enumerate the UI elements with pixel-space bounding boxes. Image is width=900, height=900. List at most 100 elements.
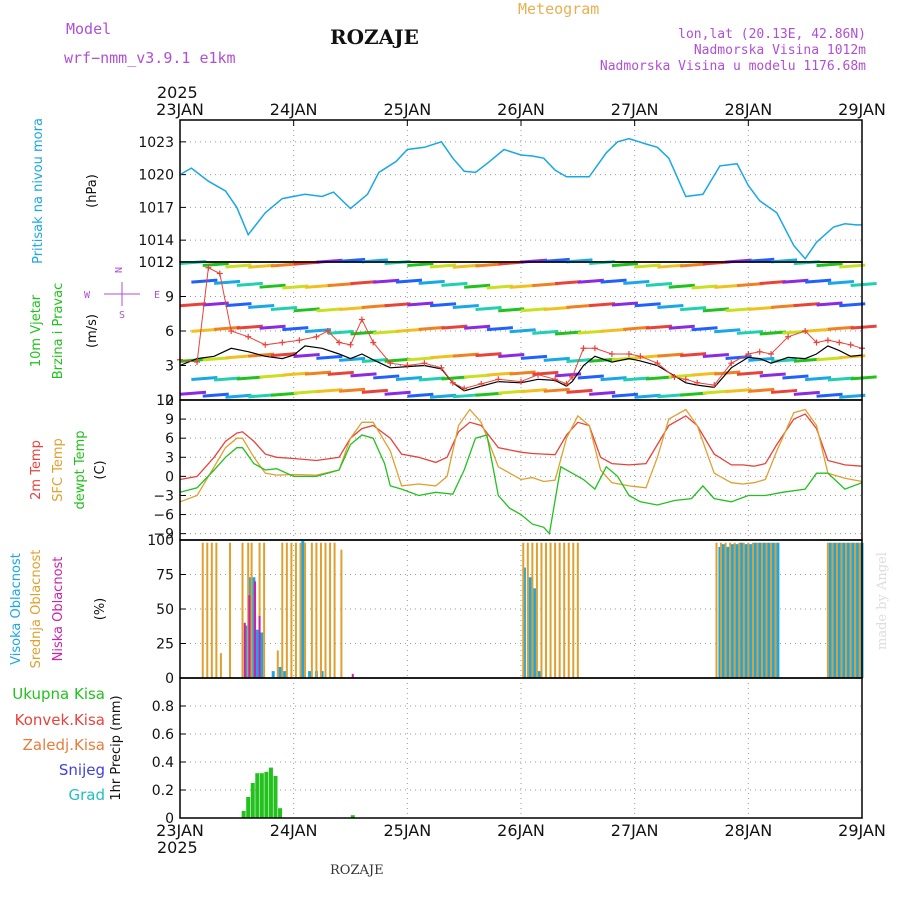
panel-unit: 1hr Precip (mm) [109, 695, 124, 800]
panel-unit: (C) [93, 460, 108, 479]
wind-arrow [407, 356, 434, 362]
series-line-sfc-temp [179, 408, 863, 503]
precip-legend-item: Ukupna Kisa [12, 685, 105, 703]
cloud-bar [210, 542, 213, 678]
cloud-bar [760, 542, 763, 678]
wind-arrow [725, 354, 752, 360]
ytick-label: 3 [165, 450, 174, 466]
wind-arrow [589, 302, 616, 308]
wind-arrow [748, 387, 775, 393]
wind-arrow [179, 302, 207, 308]
wind-arrow [543, 305, 570, 311]
wind-arrow [634, 393, 661, 399]
wind-arrow [407, 301, 434, 307]
ytick-label: 0.6 [152, 727, 174, 743]
wind-arrow [395, 327, 423, 333]
model-label: Model [66, 20, 111, 38]
wind-arrow [339, 257, 366, 263]
wind-arrow [191, 327, 218, 333]
wind-arrow [270, 305, 298, 311]
wind-arrow [839, 393, 866, 399]
wind-arrow [202, 392, 229, 398]
cloud-bar [324, 542, 327, 678]
cloud-bar [531, 542, 534, 678]
ytick-label: 0.8 [152, 699, 174, 715]
cloud-bar [747, 542, 750, 678]
wind-arrow [600, 327, 627, 333]
xtick-label-bottom: 27JAN [611, 821, 659, 840]
cloud-bar [260, 632, 264, 678]
wind-arrow [566, 303, 593, 309]
wind-arrow [589, 357, 616, 363]
cloud-bar [535, 542, 538, 678]
cloud-bar [715, 542, 718, 678]
cloud-bar [846, 542, 850, 678]
wind-arrow [339, 306, 366, 311]
cloud-bar [771, 542, 775, 678]
wind-arrow [486, 371, 514, 377]
cloud-bar [252, 577, 256, 678]
wind-arrow [566, 388, 593, 394]
wind-arrow [282, 371, 309, 377]
cloud-bar [753, 542, 757, 678]
wind-arrow [816, 301, 843, 307]
wind-arrow [816, 356, 843, 362]
wind-arrow [657, 263, 684, 269]
cloud-bar [567, 542, 570, 678]
cloud-bar [299, 542, 302, 678]
wind-arrow [850, 375, 877, 381]
wind-arrow [270, 391, 298, 397]
wind-arrow [691, 326, 718, 332]
cloud-bar [767, 542, 771, 678]
cloud-bar [733, 542, 736, 678]
panel-unit: (%) [93, 598, 108, 621]
wind-arrow [748, 305, 775, 311]
wind-arrow [611, 356, 639, 362]
cloud-bar [250, 542, 253, 678]
wind-arrow [520, 354, 548, 360]
precip-bar [273, 776, 278, 818]
wind-arrow [702, 353, 729, 359]
panel-title-line: Visoka Oblacnost [9, 553, 24, 665]
ytick-label: 50 [156, 602, 174, 618]
precip-bar [241, 811, 246, 818]
wind-arrow [259, 373, 286, 379]
year-top: 2025 [157, 83, 198, 102]
wind-arrow [213, 376, 241, 382]
ytick-label: 1017 [138, 200, 174, 216]
cloud-bar [271, 671, 275, 678]
cloud-bar [248, 577, 252, 678]
wind-arrow [464, 283, 491, 289]
wind-arrow [202, 356, 229, 362]
wind-arrow [384, 390, 411, 396]
ytick-label: 1023 [138, 135, 174, 151]
cloud-bar [735, 544, 739, 678]
cloud-bar [522, 567, 526, 678]
wind-arrow [418, 279, 445, 285]
wind-arrow [179, 390, 207, 396]
cloud-bar [310, 542, 313, 678]
wind-arrow [316, 354, 343, 360]
wind-arrow [475, 262, 502, 268]
ytick-label: 0 [165, 469, 174, 485]
cloud-bar [243, 622, 246, 678]
cloud-bar [351, 673, 354, 678]
wind-arrow [327, 282, 354, 288]
ytick-label: 100 [147, 533, 174, 549]
wind-arrow [304, 283, 332, 289]
ytick-label: 0 [165, 393, 174, 409]
cloud-bar [206, 542, 209, 678]
wind-arrow [373, 374, 400, 380]
ytick-label: 1012 [138, 255, 174, 271]
cloud-bar [726, 546, 730, 678]
wind-arrow [680, 262, 707, 268]
series-line-2m-temp [179, 413, 863, 481]
ytick-label: 12 [156, 255, 174, 271]
model-elevation-label: Nadmorska Visina u modelu 1176.68m [600, 59, 866, 74]
wind-arrow [543, 356, 570, 362]
cloud-bar [247, 542, 250, 678]
wind-arrow [623, 279, 650, 285]
xtick-label-top: 27JAN [611, 100, 659, 119]
cloud-bar [762, 542, 766, 678]
wind-arrow [611, 392, 639, 398]
